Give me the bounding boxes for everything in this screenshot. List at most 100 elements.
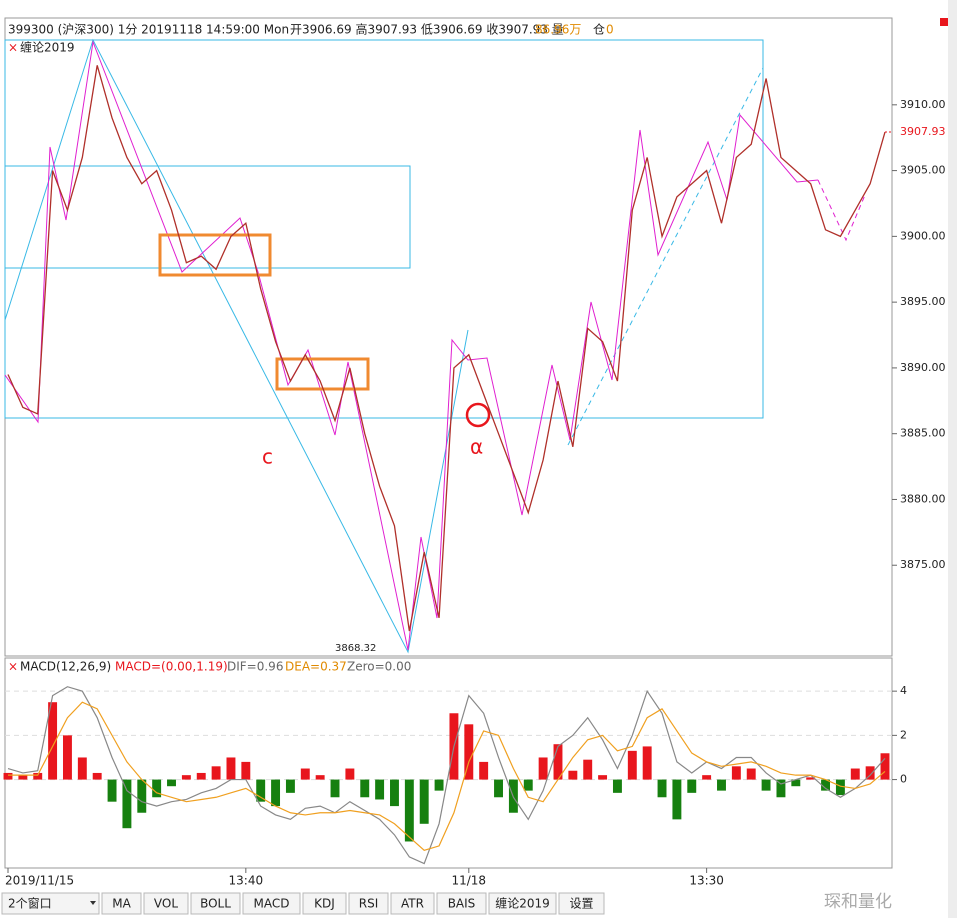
zero-label: Zero=0.00 [347, 660, 411, 674]
macd-bar [791, 779, 801, 787]
zone-box [4, 165, 411, 269]
x-tick-label: 11/18 [451, 874, 486, 888]
button-label[interactable]: BOLL [200, 897, 231, 911]
toolbar-button[interactable]: VOL [143, 892, 189, 915]
macd-bar [211, 766, 221, 780]
macd-bar [642, 746, 652, 780]
button-label[interactable]: ATR [401, 897, 424, 911]
button-frame[interactable] [1, 892, 100, 915]
macd-bar [196, 772, 206, 780]
macd-bar [702, 775, 712, 780]
y-tick-label: 3880.00 [900, 492, 946, 505]
annotation: α [470, 435, 483, 459]
legend-entry: DEA=0.37 [285, 660, 347, 674]
macd-bar [122, 779, 132, 829]
x-tick-label: 2019/11/15 [5, 874, 74, 888]
macd-bar [390, 779, 399, 807]
indicator-label: 缠论2019 [20, 40, 75, 55]
trend-line [567, 67, 764, 446]
macd-bar [538, 757, 548, 780]
macd-bar [300, 768, 310, 780]
macd-bar [776, 779, 786, 798]
header-volume: 86.96万 [535, 23, 581, 37]
scrollbar[interactable] [948, 0, 957, 918]
button-frame[interactable] [190, 892, 241, 915]
macd-bar [865, 766, 875, 780]
macd-bar [345, 768, 355, 780]
y-tick-label: 3895.00 [900, 295, 946, 308]
macd-bar [315, 775, 325, 780]
button-label[interactable]: MA [112, 897, 131, 911]
macd-bar [494, 779, 503, 798]
button-frame[interactable] [143, 892, 189, 915]
y-tick-label: 3905.00 [900, 164, 946, 177]
macd-bar [598, 775, 608, 780]
button-label[interactable]: 缠论2019 [495, 896, 550, 911]
header-quote: 开3906.69 高3907.93 低3906.69 收3907.93 量 [290, 22, 564, 37]
macd-bar [256, 779, 266, 802]
toolbar-button[interactable]: 2个窗口 [1, 892, 100, 915]
button-label[interactable]: RSI [359, 897, 379, 911]
price-line [7, 65, 886, 632]
button-frame[interactable] [302, 892, 347, 915]
button-label[interactable]: VOL [154, 897, 178, 911]
button-frame[interactable] [488, 892, 557, 915]
macd-bar [672, 779, 682, 820]
macd-bar [285, 779, 295, 793]
close-icon[interactable]: × [8, 41, 18, 55]
macd-bar [92, 772, 102, 780]
dropdown-arrow[interactable] [90, 901, 96, 905]
macd-frame [4, 657, 893, 869]
macd-bar [3, 772, 13, 780]
macd-line [8, 701, 886, 851]
macd-bar [241, 761, 251, 780]
macd-bar [375, 779, 385, 800]
button-label[interactable]: 设置 [569, 897, 593, 911]
close-icon[interactable]: × [8, 660, 18, 674]
low-label: 3868.32 [335, 643, 376, 654]
marker-circle [465, 402, 491, 428]
macd-bar [687, 779, 697, 793]
legend-entry: MACD=(0.00,1.19) [115, 660, 228, 674]
macd-bar [612, 779, 622, 793]
macd-bar [419, 779, 429, 824]
macd-bar [657, 779, 667, 798]
header-info: 399300 (沪深300) 1分 20191118 14:59:00 Mon [8, 23, 289, 37]
legend-entry: DIF=0.96 [227, 660, 283, 674]
toolbar-button[interactable]: MACD [242, 892, 301, 915]
macd-bar [271, 779, 281, 807]
toolbar-button[interactable]: 缠论2019 [488, 892, 557, 915]
header: 399300 (沪深300) 1分 20191118 14:59:00 Mon … [8, 22, 614, 55]
button-frame[interactable] [348, 892, 389, 915]
macd-legend: × MACD(12,26,9) MACD=(0.00,1.19) DIF=0.9… [8, 660, 411, 674]
x-tick-label: 13:30 [689, 874, 724, 888]
y-tick-label: 3890.00 [900, 361, 946, 374]
button-frame[interactable] [436, 892, 487, 915]
toolbar-button[interactable]: 设置 [558, 892, 605, 915]
toolbar-button[interactable]: ATR [390, 892, 435, 915]
y-tick-label: 3910.00 [900, 98, 946, 111]
toolbar-button[interactable]: KDJ [302, 892, 347, 915]
toolbar-button[interactable]: BOLL [190, 892, 241, 915]
button-frame[interactable] [242, 892, 301, 915]
macd-bar [880, 753, 890, 780]
macd-bar [226, 757, 236, 780]
button-label[interactable]: KDJ [314, 897, 335, 911]
macd-bar [806, 777, 816, 780]
button-frame[interactable] [390, 892, 435, 915]
button-label[interactable]: 2个窗口 [8, 897, 52, 911]
header-pos: 0 [606, 23, 614, 37]
button-label[interactable]: MACD [254, 897, 290, 911]
button-label[interactable]: BAIS [448, 897, 476, 911]
button-frame[interactable] [101, 892, 142, 915]
button-frame[interactable] [558, 892, 605, 915]
toolbar-button[interactable]: RSI [348, 892, 389, 915]
header-pos-label: 仓 [593, 23, 605, 37]
macd-bar [107, 779, 117, 802]
close-marker[interactable] [940, 18, 948, 26]
macd-bar [553, 744, 563, 780]
toolbar-button[interactable]: MA [101, 892, 142, 915]
macd-bar [568, 770, 578, 780]
toolbar-button[interactable]: BAIS [436, 892, 487, 915]
